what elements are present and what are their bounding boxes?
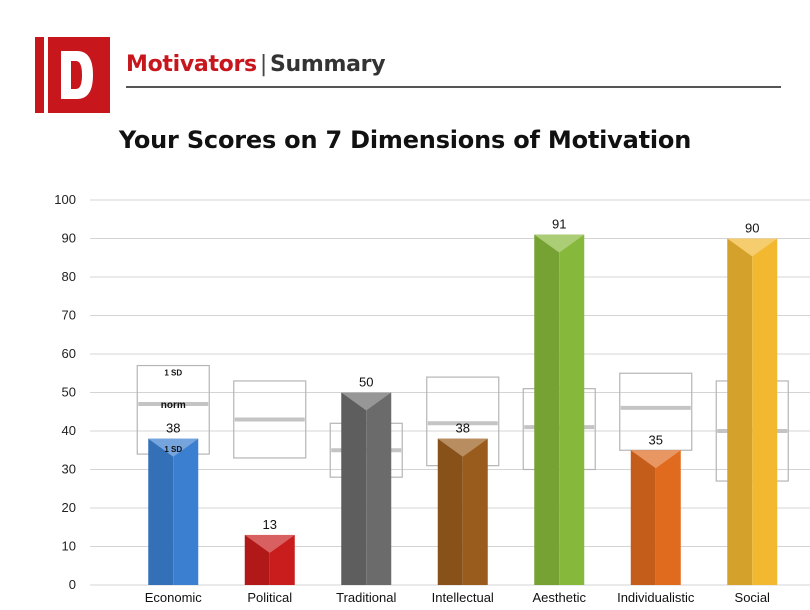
bar-top-bevel [244,534,295,553]
bar-value-label: 38 [166,421,180,436]
bar-left-face [727,238,753,585]
page-header-title: Motivators | Summary [126,52,386,77]
header-title-accent: Motivators [126,52,257,77]
bar-value-label: 50 [359,375,373,390]
y-tick-label: 20 [62,500,76,515]
y-tick-label: 30 [62,462,76,477]
bar-left-face [437,438,463,585]
y-tick-label: 100 [54,192,76,207]
bar-value-label: 91 [552,217,566,232]
bar-top-bevel [148,438,199,457]
bar-top-bevel [630,450,681,469]
bar-left-face [341,392,367,585]
bar-left-face [148,438,174,585]
y-tick-label: 60 [62,346,76,361]
bar-top-bevel [341,392,392,411]
x-category-label: Social [735,590,771,605]
bar-right-face [752,238,778,585]
y-tick-label: 50 [62,385,76,400]
y-tick-label: 10 [62,539,76,554]
bar-value-label: 90 [745,221,759,236]
y-tick-label: 90 [62,231,76,246]
bar-left-face [534,234,560,585]
bar-top-bevel [534,234,585,253]
x-category-label: Intellectual [432,590,494,605]
company-logo [35,37,110,113]
bar-top-bevel [437,438,488,457]
sd-lower-label: 1 SD [164,445,182,454]
bar-right-face [462,438,488,585]
bar-value-label: 13 [263,517,277,532]
x-category-label: Individualistic [617,590,695,605]
bar-right-face [366,392,392,585]
x-category-label: Political [247,590,292,605]
bar-value-label: 38 [456,421,470,436]
header-title-separator: | [259,52,267,77]
x-category-label: Traditional [336,590,396,605]
norm-label: norm [161,400,186,411]
header-divider [126,86,781,88]
bar-top-bevel [727,238,778,257]
bar-right-face [173,438,199,585]
x-category-label: Aesthetic [533,590,587,605]
bar-right-face [559,234,585,585]
bar-right-face [655,450,681,585]
x-category-label: Economic [145,590,203,605]
y-tick-label: 40 [62,423,76,438]
header-title-rest: Summary [269,52,386,77]
chart-title: Your Scores on 7 Dimensions of Motivatio… [118,126,692,154]
bar-value-label: 35 [649,432,663,447]
sd-upper-label: 1 SD [164,369,182,378]
y-tick-label: 0 [69,577,76,592]
y-tick-label: 70 [62,308,76,323]
y-tick-label: 80 [62,269,76,284]
bar-left-face [630,450,656,585]
norm-band [233,380,307,459]
